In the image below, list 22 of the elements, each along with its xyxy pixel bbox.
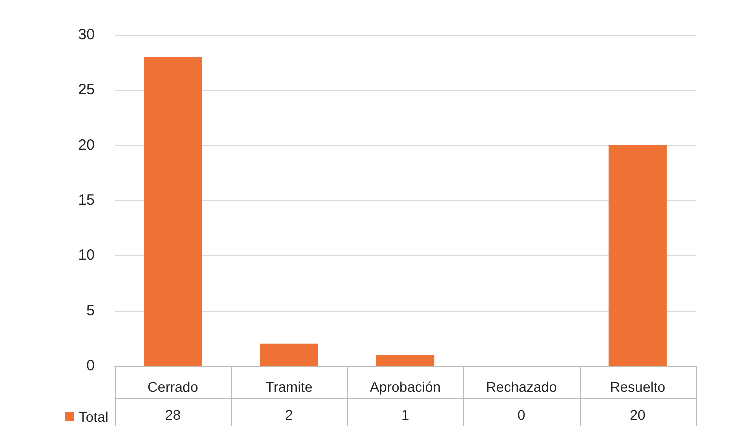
y-tick-label: 15 bbox=[78, 192, 95, 209]
x-tick-label: Resuelto bbox=[610, 379, 666, 395]
data-label: 2 bbox=[285, 407, 294, 423]
x-tick-label: Cerrado bbox=[148, 379, 199, 395]
bar bbox=[144, 57, 202, 366]
y-tick-label: 10 bbox=[78, 247, 95, 264]
x-tick-label: Tramite bbox=[266, 379, 313, 395]
y-tick-label: 0 bbox=[86, 358, 95, 374]
bar bbox=[608, 145, 667, 366]
data-label: 1 bbox=[402, 407, 410, 423]
data-label: 20 bbox=[630, 407, 646, 423]
y-tick-label: 20 bbox=[78, 136, 95, 154]
x-tick-label: Aprobación bbox=[370, 379, 441, 395]
legend-label: Total bbox=[79, 409, 109, 425]
bar bbox=[260, 344, 318, 366]
y-tick-label: 5 bbox=[86, 302, 95, 320]
y-tick-label: 25 bbox=[78, 82, 95, 99]
x-tick-label: Rechazado bbox=[486, 379, 558, 395]
bar bbox=[376, 354, 435, 366]
y-tick-label: 30 bbox=[78, 26, 95, 44]
data-label: 0 bbox=[518, 407, 526, 423]
data-label: 28 bbox=[165, 407, 182, 423]
